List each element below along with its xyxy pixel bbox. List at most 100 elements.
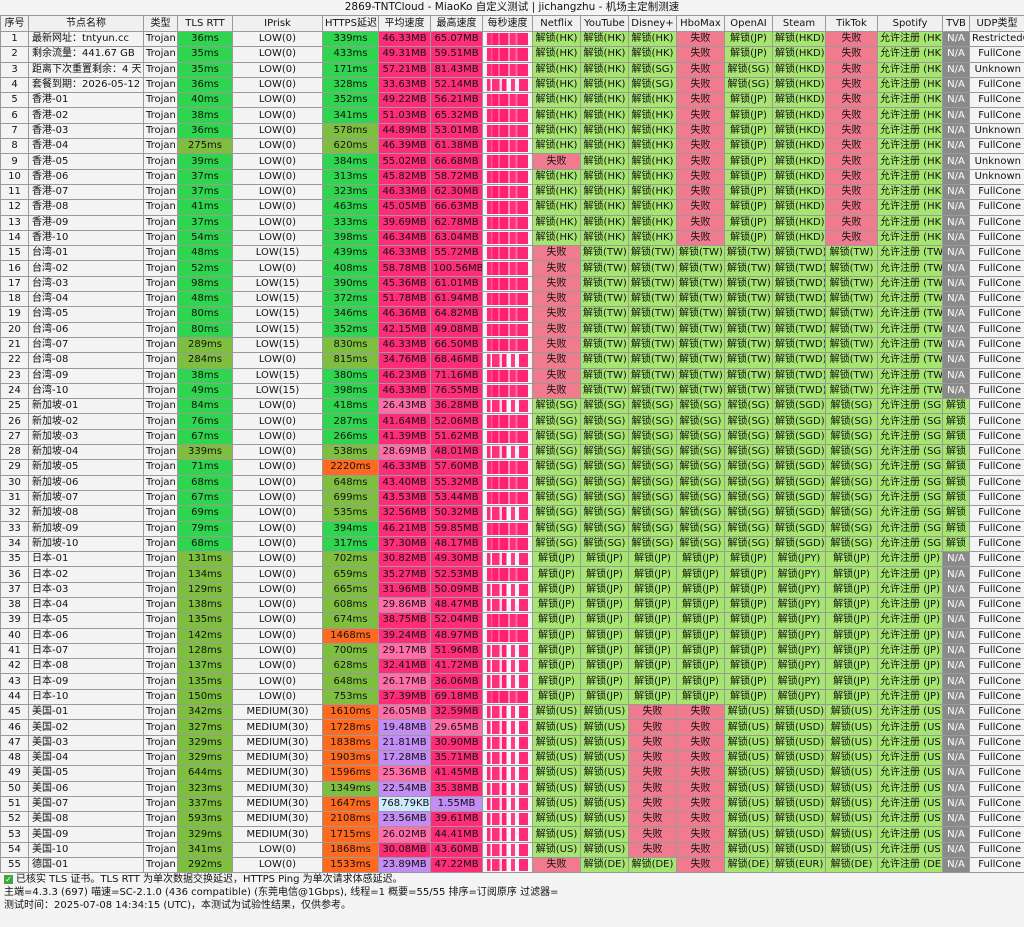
speed-sparkline [487,767,528,780]
cell-type: Trojan [143,765,178,782]
cell-https-latency: 328ms [322,76,379,94]
cell-type: Trojan [143,505,178,522]
cell-spotify: 允许注册 (US) [877,734,943,751]
cell-udp-type: FullCone [969,627,1024,644]
speed-sparkline [487,170,528,183]
cell-iprisk: LOW(0) [232,520,323,537]
cell-node-name: 香港-01 [28,92,144,109]
cell-node-name: 香港-03 [28,122,144,140]
cell-steam: 解锁(USD) [772,795,826,813]
cell-type: Trojan [143,535,178,553]
cell-type: Trojan [143,122,178,140]
cell-avg-speed: 33.63MB [378,76,431,94]
cell-netflix: 失败 [532,336,581,354]
cell-hbomax: 解锁(JP) [676,596,725,614]
cell-youtube: 解锁(SG) [580,535,629,553]
cell-openai: 解锁(JP) [724,168,773,185]
cell-netflix: 失败 [532,352,581,369]
cell-index: 39 [0,612,29,629]
cell-steam: 解锁(HKD) [772,30,826,48]
table-row: 10 香港-06 Trojan 37ms LOW(0) 313ms 45.82MB 58.72… [0,168,1024,185]
cell-tiktok: 失败 [825,92,878,109]
cell-netflix: 解锁(US) [532,704,581,721]
cell-tvb: N/A [942,826,970,843]
cell-netflix: 解锁(HK) [532,122,581,140]
column-header: 类型 [143,15,178,32]
cell-youtube: 解锁(JP) [580,551,629,568]
cell-avg-speed: 34.76MB [378,352,431,369]
cell-type: Trojan [143,336,178,354]
cell-hbomax: 解锁(JP) [676,642,725,660]
cell-index: 25 [0,398,29,415]
cell-tls-rtt: 128ms [177,642,233,660]
table-row: 5 香港-01 Trojan 40ms LOW(0) 352ms 49.22MB 56.21M… [0,92,1024,109]
cell-type: Trojan [143,153,178,170]
table-row: 37 日本-03 Trojan 129ms LOW(0) 665ms 31.96MB 50.0… [0,581,1024,598]
cell-udp-type: FullCone [969,551,1024,568]
cell-netflix: 解锁(US) [532,841,581,859]
cell-spotify: 允许注册 (SG) [877,505,943,522]
cell-index: 9 [0,153,29,170]
cell-netflix: 失败 [532,382,581,400]
cell-youtube: 解锁(TW) [580,382,629,400]
cell-steam: 解锁(TWD) [772,306,826,323]
cell-tvb: N/A [942,61,970,78]
cell-https-latency: 578ms [322,122,379,140]
cell-hbomax: 失败 [676,734,725,751]
cell-tiktok: 解锁(JP) [825,566,878,583]
cell-disney: 失败 [628,765,677,782]
cell-tls-rtt: 69ms [177,505,233,522]
speed-sparkline [487,797,528,811]
cell-steam: 解锁(HKD) [772,61,826,78]
cell-node-name: 香港-07 [28,183,144,201]
cell-openai: 解锁(SG) [724,61,773,78]
cell-avg-speed: 35.27MB [378,566,431,583]
cell-node-name: 美国-05 [28,765,144,782]
cell-spotify: 允许注册 (TW) [877,382,943,400]
cell-per-second-speed [482,138,533,155]
cell-https-latency: 674ms [322,612,379,629]
cell-iprisk: LOW(0) [232,107,323,124]
speed-sparkline [487,338,528,352]
cell-max-speed: 49.08MB [430,321,483,338]
cell-max-speed: 68.46MB [430,352,483,369]
table-row: 24 台湾-10 Trojan 49ms LOW(15) 398ms 46.33MB 76.5… [0,382,1024,400]
cell-hbomax: 解锁(TW) [676,245,725,262]
cell-netflix: 解锁(SG) [532,459,581,476]
table-row: 7 香港-03 Trojan 36ms LOW(0) 578ms 44.89MB 53.01M… [0,122,1024,140]
speed-sparkline [487,384,528,398]
results-table: 序号 节点名称 类型 TLS RTT IPrisk HTTPS延迟 平均速度 最高速度 每秒速度… [0,15,1024,874]
cell-https-latency: 2108ms [322,811,379,828]
cell-hbomax: 解锁(TW) [676,352,725,369]
cell-youtube: 解锁(SG) [580,474,629,491]
cell-iprisk: LOW(0) [232,459,323,476]
cell-index: 7 [0,122,29,140]
cell-udp-type: FullCone [969,841,1024,859]
cell-udp-type: FullCone [969,367,1024,384]
cell-node-name: 台湾-04 [28,291,144,308]
speed-sparkline [487,598,528,612]
cell-udp-type: FullCone [969,505,1024,522]
cell-tiktok: 失败 [825,107,878,124]
cell-tls-rtt: 98ms [177,275,233,293]
speed-sparkline [487,155,528,168]
cell-node-name: 台湾-02 [28,260,144,277]
cell-max-speed: 1.55MB [430,795,483,813]
cell-iprisk: LOW(0) [232,857,323,874]
column-header: UDP类型 [969,15,1024,32]
cell-tiktok: 解锁(DE) [825,857,878,874]
cell-node-name: 距离下次重置剩余：4 天 [28,61,144,78]
cell-tvb: N/A [942,199,970,216]
cell-youtube: 解锁(HK) [580,168,629,185]
cell-spotify: 允许注册 (US) [877,811,943,828]
cell-per-second-speed [482,489,533,507]
cell-tls-rtt: 80ms [177,306,233,323]
table-row: 20 台湾-06 Trojan 80ms LOW(15) 352ms 42.15MB 49.0… [0,321,1024,338]
cell-disney: 解锁(HK) [628,214,677,231]
cell-node-name: 新加坡-01 [28,398,144,415]
cell-hbomax: 失败 [676,841,725,859]
table-row: 14 香港-10 Trojan 54ms LOW(0) 398ms 46.34MB 63.04… [0,229,1024,247]
cell-tls-rtt: 327ms [177,719,233,736]
cell-node-name: 新加坡-06 [28,474,144,491]
cell-openai: 解锁(JP) [724,551,773,568]
